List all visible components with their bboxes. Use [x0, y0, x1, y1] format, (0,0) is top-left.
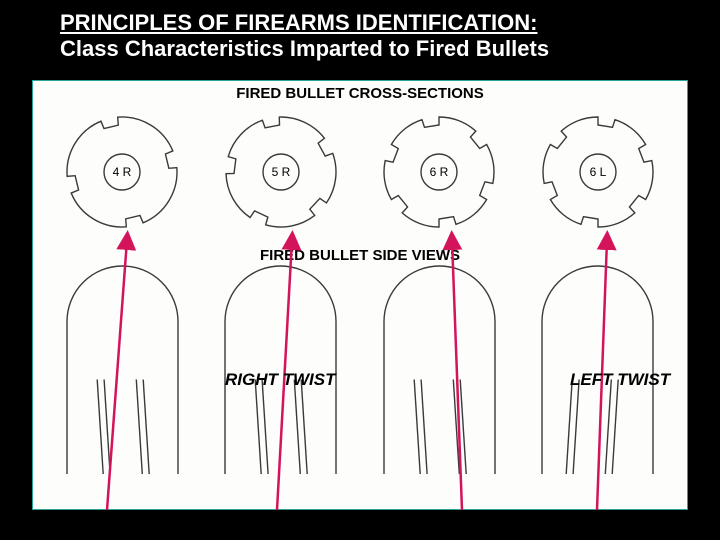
title-line-2: Class Characteristics Imparted to Fired …	[60, 36, 660, 62]
bullet-side-icon	[65, 264, 180, 474]
bullet-side-icon	[540, 264, 655, 474]
diagram-panel: FIRED BULLET CROSS-SECTIONS 4 R 5 R 6 R 6 L…	[32, 80, 688, 510]
title-line-1: PRINCIPLES OF FIREARMS IDENTIFICATION:	[60, 10, 660, 36]
cross-section-icon: 5 R	[221, 112, 341, 232]
cross-section-item: 6 L	[538, 112, 658, 237]
cross-section-icon: 6 L	[538, 112, 658, 232]
title-area: PRINCIPLES OF FIREARMS IDENTIFICATION: C…	[0, 0, 720, 68]
bullet-side-icon	[382, 264, 497, 474]
cross-section-item: 5 R	[221, 112, 341, 237]
bullet-side-icon	[223, 264, 338, 474]
cross-section-item: 6 R	[379, 112, 499, 237]
side-view-item	[65, 264, 180, 479]
cross-section-item: 4 R	[62, 112, 182, 237]
cross-section-icon: 6 R	[379, 112, 499, 232]
side-view-item	[382, 264, 497, 479]
left-twist-label: LEFT TWIST	[570, 370, 670, 390]
cross-section-row: 4 R 5 R 6 R 6 L	[33, 102, 687, 247]
side-view-label: FIRED BULLET SIDE VIEWS	[33, 247, 687, 264]
svg-text:5 R: 5 R	[271, 165, 290, 179]
svg-text:6 L: 6 L	[589, 165, 606, 179]
right-twist-label: RIGHT TWIST	[225, 370, 335, 390]
cross-section-label: FIRED BULLET CROSS-SECTIONS	[33, 85, 687, 102]
svg-text:6 R: 6 R	[430, 165, 449, 179]
svg-text:4 R: 4 R	[113, 165, 132, 179]
cross-section-icon: 4 R	[62, 112, 182, 232]
